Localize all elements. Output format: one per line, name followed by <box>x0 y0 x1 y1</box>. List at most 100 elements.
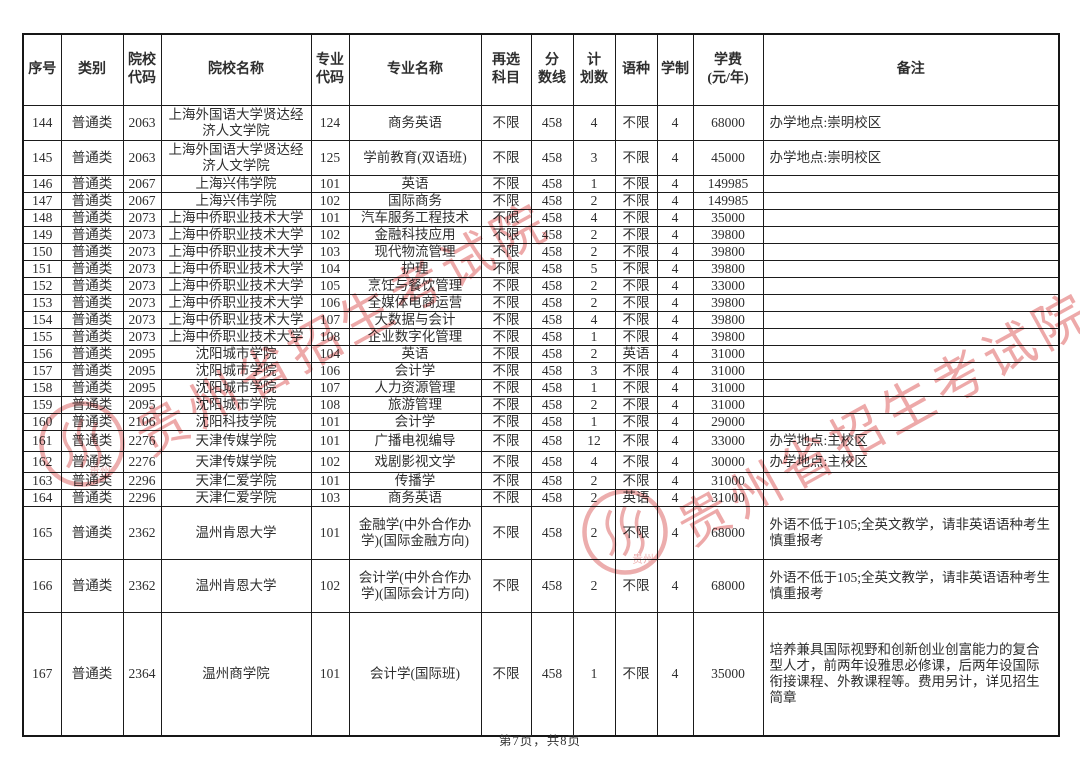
table-row: 163 普通类 2296 天津仁爱学院 101 传播学 不限 458 2 不限 4 31000 <box>22 471 1060 490</box>
cell-remark <box>762 488 1060 507</box>
cell-serial: 145 <box>22 139 62 176</box>
cell-remark <box>762 412 1060 431</box>
cell-college-name: 上海中侨职业技术大学 <box>160 208 312 227</box>
cell-score-line: 458 <box>530 378 574 397</box>
cell-language: 不限 <box>614 450 658 473</box>
cell-score-line: 458 <box>530 276 574 295</box>
cell-major-name: 会计学 <box>348 361 482 380</box>
cell-score-line: 458 <box>530 611 574 737</box>
table-row: 148 普通类 2073 上海中侨职业技术大学 101 汽车服务工程技术 不限 458 4 不限 4… <box>22 208 1060 227</box>
cell-score-line: 458 <box>530 208 574 227</box>
cell-duration: 4 <box>656 191 694 210</box>
cell-duration: 4 <box>656 139 694 176</box>
cell-plan-count: 1 <box>572 611 616 737</box>
cell-major-code: 107 <box>310 378 350 397</box>
cell-tuition: 31000 <box>692 395 764 414</box>
cell-duration: 4 <box>656 293 694 312</box>
cell-category: 普通类 <box>60 471 124 490</box>
cell-serial: 146 <box>22 174 62 193</box>
cell-subject-requirement: 不限 <box>480 174 532 193</box>
cell-tuition: 33000 <box>692 429 764 452</box>
cell-remark <box>762 293 1060 312</box>
cell-serial: 161 <box>22 429 62 452</box>
cell-subject-requirement: 不限 <box>480 450 532 473</box>
cell-college-code: 2073 <box>122 242 162 261</box>
column-header: 类别 <box>60 33 124 106</box>
cell-category: 普通类 <box>60 327 124 346</box>
cell-remark <box>762 395 1060 414</box>
cell-language: 不限 <box>614 174 658 193</box>
cell-score-line: 458 <box>530 310 574 329</box>
table-body: 144 普通类 2063 上海外国语大学贤达经济人文学院 124 商务英语 不限 458 4 不限… <box>22 104 1060 737</box>
cell-duration: 4 <box>656 310 694 329</box>
cell-major-name: 护理 <box>348 259 482 278</box>
cell-plan-count: 1 <box>572 412 616 431</box>
cell-serial: 159 <box>22 395 62 414</box>
cell-language: 不限 <box>614 104 658 141</box>
cell-college-name: 温州肯恩大学 <box>160 505 312 560</box>
cell-remark: 办学地点:主校区 <box>762 450 1060 473</box>
cell-language: 不限 <box>614 412 658 431</box>
cell-category: 普通类 <box>60 259 124 278</box>
cell-major-code: 124 <box>310 104 350 141</box>
cell-serial: 148 <box>22 208 62 227</box>
cell-category: 普通类 <box>60 488 124 507</box>
cell-category: 普通类 <box>60 310 124 329</box>
cell-major-name: 金融学(中外合作办学)(国际金融方向) <box>348 505 482 560</box>
cell-score-line: 458 <box>530 395 574 414</box>
table-row: 149 普通类 2073 上海中侨职业技术大学 102 金融科技应用 不限 458 2 不限 4 39… <box>22 225 1060 244</box>
cell-remark <box>762 378 1060 397</box>
cell-college-code: 2296 <box>122 471 162 490</box>
cell-serial: 163 <box>22 471 62 490</box>
cell-language: 不限 <box>614 558 658 613</box>
cell-plan-count: 4 <box>572 450 616 473</box>
cell-tuition: 149985 <box>692 191 764 210</box>
cell-college-name: 上海中侨职业技术大学 <box>160 276 312 295</box>
cell-major-name: 传播学 <box>348 471 482 490</box>
cell-major-code: 101 <box>310 471 350 490</box>
cell-college-name: 上海中侨职业技术大学 <box>160 225 312 244</box>
cell-remark: 外语不低于105;全英文教学，请非英语语种考生慎重报考 <box>762 558 1060 613</box>
cell-college-code: 2073 <box>122 225 162 244</box>
cell-serial: 158 <box>22 378 62 397</box>
column-header: 计 划数 <box>572 33 616 106</box>
cell-major-name: 商务英语 <box>348 488 482 507</box>
cell-college-name: 上海兴伟学院 <box>160 191 312 210</box>
cell-major-code: 105 <box>310 276 350 295</box>
cell-college-code: 2296 <box>122 488 162 507</box>
cell-major-code: 104 <box>310 344 350 363</box>
table-row: 150 普通类 2073 上海中侨职业技术大学 103 现代物流管理 不限 458 2 不限 4 39… <box>22 242 1060 261</box>
table-row: 147 普通类 2067 上海兴伟学院 102 国际商务 不限 458 2 不限 4 149985 <box>22 191 1060 210</box>
cell-college-name: 天津仁爱学院 <box>160 471 312 490</box>
cell-language: 不限 <box>614 191 658 210</box>
cell-major-code: 101 <box>310 208 350 227</box>
cell-subject-requirement: 不限 <box>480 208 532 227</box>
cell-language: 不限 <box>614 208 658 227</box>
cell-major-code: 102 <box>310 225 350 244</box>
cell-remark: 外语不低于105;全英文教学，请非英语语种考生慎重报考 <box>762 505 1060 560</box>
cell-tuition: 30000 <box>692 450 764 473</box>
cell-college-name: 上海外国语大学贤达经济人文学院 <box>160 139 312 176</box>
cell-remark <box>762 471 1060 490</box>
cell-college-name: 沈阳城市学院 <box>160 344 312 363</box>
cell-subject-requirement: 不限 <box>480 327 532 346</box>
cell-subject-requirement: 不限 <box>480 488 532 507</box>
cell-college-code: 2095 <box>122 395 162 414</box>
cell-remark <box>762 259 1060 278</box>
cell-tuition: 45000 <box>692 139 764 176</box>
table-row: 146 普通类 2067 上海兴伟学院 101 英语 不限 458 1 不限 4 149985 <box>22 174 1060 193</box>
cell-major-name: 人力资源管理 <box>348 378 482 397</box>
cell-subject-requirement: 不限 <box>480 104 532 141</box>
header-row: 序号 类别 院校 代码 院校名称 专业 代码 专业名称 再选 科目分 数线计 划数 语种 学制学… <box>22 33 1060 106</box>
cell-score-line: 458 <box>530 139 574 176</box>
cell-language: 不限 <box>614 429 658 452</box>
cell-college-code: 2362 <box>122 558 162 613</box>
cell-college-code: 2073 <box>122 276 162 295</box>
cell-remark: 办学地点:崇明校区 <box>762 104 1060 141</box>
cell-language: 英语 <box>614 488 658 507</box>
cell-category: 普通类 <box>60 505 124 560</box>
cell-language: 不限 <box>614 276 658 295</box>
cell-duration: 4 <box>656 488 694 507</box>
cell-category: 普通类 <box>60 412 124 431</box>
cell-major-code: 103 <box>310 242 350 261</box>
